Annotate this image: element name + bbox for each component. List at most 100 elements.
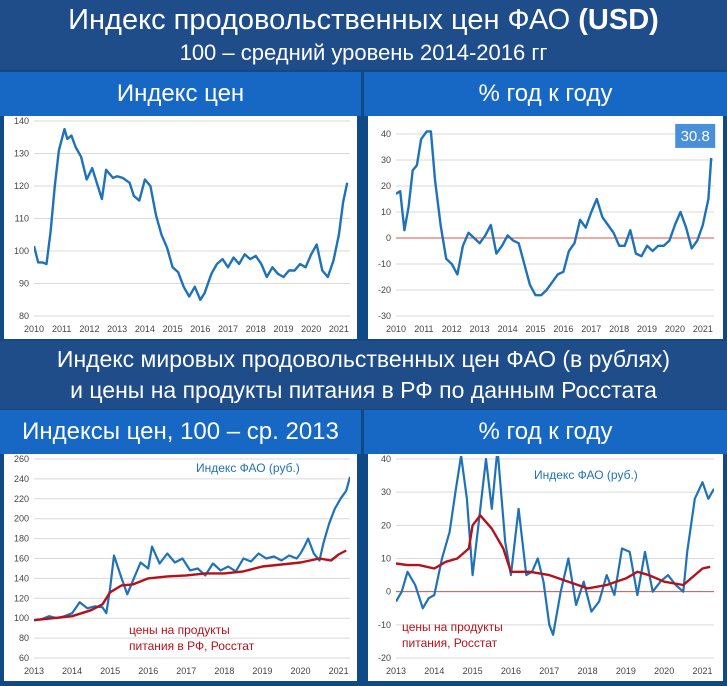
x-tick-label: 2010 <box>386 324 406 334</box>
panel4-chart: -20 -10 0 10 20 30 40 2013 2014 2015 2016 2017 2018 2… <box>368 454 723 681</box>
panel4-title: % год к году <box>364 410 727 454</box>
chart-fao-usd-yoy: -30 -20 -10 0 10 20 30 40 2010 2011 2012 2013 2014 20… <box>378 123 716 334</box>
y-tick-label: 30 <box>381 487 391 497</box>
series-line-1 <box>34 127 349 302</box>
y-tick-label: 100 <box>14 613 29 623</box>
x-tick-label: 2011 <box>414 324 433 334</box>
x-tick-label: 2021 <box>693 324 713 334</box>
panel3-title: Индексы цен, 100 – ср. 2013 <box>0 410 361 454</box>
x-tick-label: 2017 <box>581 324 601 334</box>
series-line-2 <box>396 514 711 590</box>
y-tick-label: -20 <box>378 653 391 663</box>
x-tick-label: 2013 <box>386 666 406 676</box>
x-tick-label: 2018 <box>246 324 266 334</box>
main-title-banner: Индекс продовольственных цен ФАО (USD) 1… <box>0 0 727 70</box>
series-label: Индекс ФАО (руб.) <box>196 461 300 475</box>
x-tick-label: 2020 <box>654 666 674 676</box>
x-tick-label: 2015 <box>163 324 183 334</box>
x-tick-label: 2010 <box>24 324 44 334</box>
series-label: Индекс ФАО (руб.) <box>534 468 638 482</box>
x-tick-label: 2011 <box>52 324 71 334</box>
chart-fao-usd-index: 80 90 100 110 120 130 140 2010 2011 2012 2013 2014 2… <box>14 116 350 334</box>
y-tick-label: 90 <box>19 279 29 289</box>
x-tick-label: 2015 <box>100 666 120 676</box>
annotation-label: 30.8 <box>681 128 710 145</box>
x-tick-label: 2016 <box>553 324 573 334</box>
section-title-line1: Индекс мировых продовольственных цен ФАО… <box>56 346 671 372</box>
series-label: питания в РФ, Росстат <box>129 639 255 653</box>
main-title-currency: (USD) <box>578 4 659 36</box>
main-subtitle: 100 – средний уровень 2014-2016 гг <box>179 40 548 65</box>
y-tick-label: 20 <box>381 181 391 191</box>
y-tick-label: 40 <box>381 129 391 139</box>
x-tick-label: 2016 <box>501 666 521 676</box>
y-tick-label: 220 <box>14 494 29 504</box>
x-tick-label: 2015 <box>463 666 483 676</box>
series-line-1 <box>396 130 713 297</box>
y-tick-label: 260 <box>14 454 29 464</box>
x-tick-label: 2021 <box>329 324 349 334</box>
x-tick-label: 2017 <box>176 666 196 676</box>
y-tick-label: 0 <box>386 587 391 597</box>
x-tick-label: 2013 <box>470 324 490 334</box>
x-tick-label: 2014 <box>135 324 155 334</box>
x-tick-label: 2017 <box>218 324 238 334</box>
x-tick-label: 2019 <box>252 666 272 676</box>
x-tick-label: 2012 <box>79 324 99 334</box>
x-tick-label: 2020 <box>665 324 685 334</box>
y-tick-label: 240 <box>14 474 29 484</box>
annotation-badge <box>675 123 716 148</box>
panel2-title: % год к году <box>364 72 727 116</box>
y-tick-label: 120 <box>14 593 29 603</box>
y-tick-label: 10 <box>381 207 391 217</box>
y-tick-label: 120 <box>14 181 29 191</box>
series-line-2 <box>34 549 347 622</box>
y-tick-label: 10 <box>381 554 391 564</box>
chart-rub-index: 60 80 100 120 140 160 180 200 220 240 260 2013 2014 2… <box>14 454 350 676</box>
y-tick-label: 180 <box>14 534 29 544</box>
x-tick-label: 2012 <box>442 324 462 334</box>
y-tick-label: 0 <box>386 233 391 243</box>
section-title-banner: Индекс мировых продовольственных цен ФАО… <box>0 341 727 409</box>
y-tick-label: 200 <box>14 514 29 524</box>
y-tick-label: 80 <box>19 633 29 643</box>
x-tick-label: 2019 <box>637 324 657 334</box>
x-tick-label: 2014 <box>498 324 518 334</box>
x-tick-label: 2018 <box>578 666 598 676</box>
x-tick-label: 2019 <box>616 666 636 676</box>
y-tick-label: 160 <box>14 554 29 564</box>
y-tick-label: -10 <box>378 259 391 269</box>
section-title-line2: и цены на продукты питания в РФ по данны… <box>70 377 657 403</box>
series-label: питания, Росстат <box>402 636 498 650</box>
y-tick-label: 30 <box>381 155 391 165</box>
y-tick-label: 80 <box>19 311 29 321</box>
main-title-text: Индекс продовольственных цен ФАО <box>68 4 579 36</box>
x-tick-label: 2017 <box>539 666 559 676</box>
y-tick-label: -10 <box>378 620 391 630</box>
panel3-chart: 60 80 100 120 140 160 180 200 220 240 260 2013 2014 2… <box>4 454 357 681</box>
panel2-chart: -30 -20 -10 0 10 20 30 40 2010 2011 2012 2013 2014 20… <box>368 116 723 339</box>
series-label: цены на продукты <box>129 623 230 637</box>
x-tick-label: 2018 <box>609 324 629 334</box>
y-tick-label: 60 <box>19 653 29 663</box>
x-tick-label: 2020 <box>301 324 321 334</box>
x-tick-label: 2016 <box>190 324 210 334</box>
panel1-title: Индекс цен <box>0 72 361 116</box>
y-tick-label: 140 <box>14 573 29 583</box>
x-tick-label: 2021 <box>692 666 712 676</box>
x-tick-label: 2020 <box>290 666 310 676</box>
y-tick-label: 100 <box>14 246 29 256</box>
series-label: цены на продукты <box>402 620 503 634</box>
y-tick-label: 140 <box>14 116 29 126</box>
x-tick-label: 2018 <box>214 666 234 676</box>
y-tick-label: 40 <box>381 454 391 464</box>
x-tick-label: 2016 <box>138 666 158 676</box>
main-title: Индекс продовольственных цен ФАО (USD) <box>0 0 727 37</box>
y-tick-label: 130 <box>14 149 29 159</box>
series-line-1 <box>34 476 350 622</box>
x-tick-label: 2013 <box>24 666 44 676</box>
x-tick-label: 2013 <box>107 324 127 334</box>
x-tick-label: 2019 <box>273 324 293 334</box>
x-tick-label: 2021 <box>329 666 349 676</box>
x-tick-label: 2014 <box>424 666 444 676</box>
